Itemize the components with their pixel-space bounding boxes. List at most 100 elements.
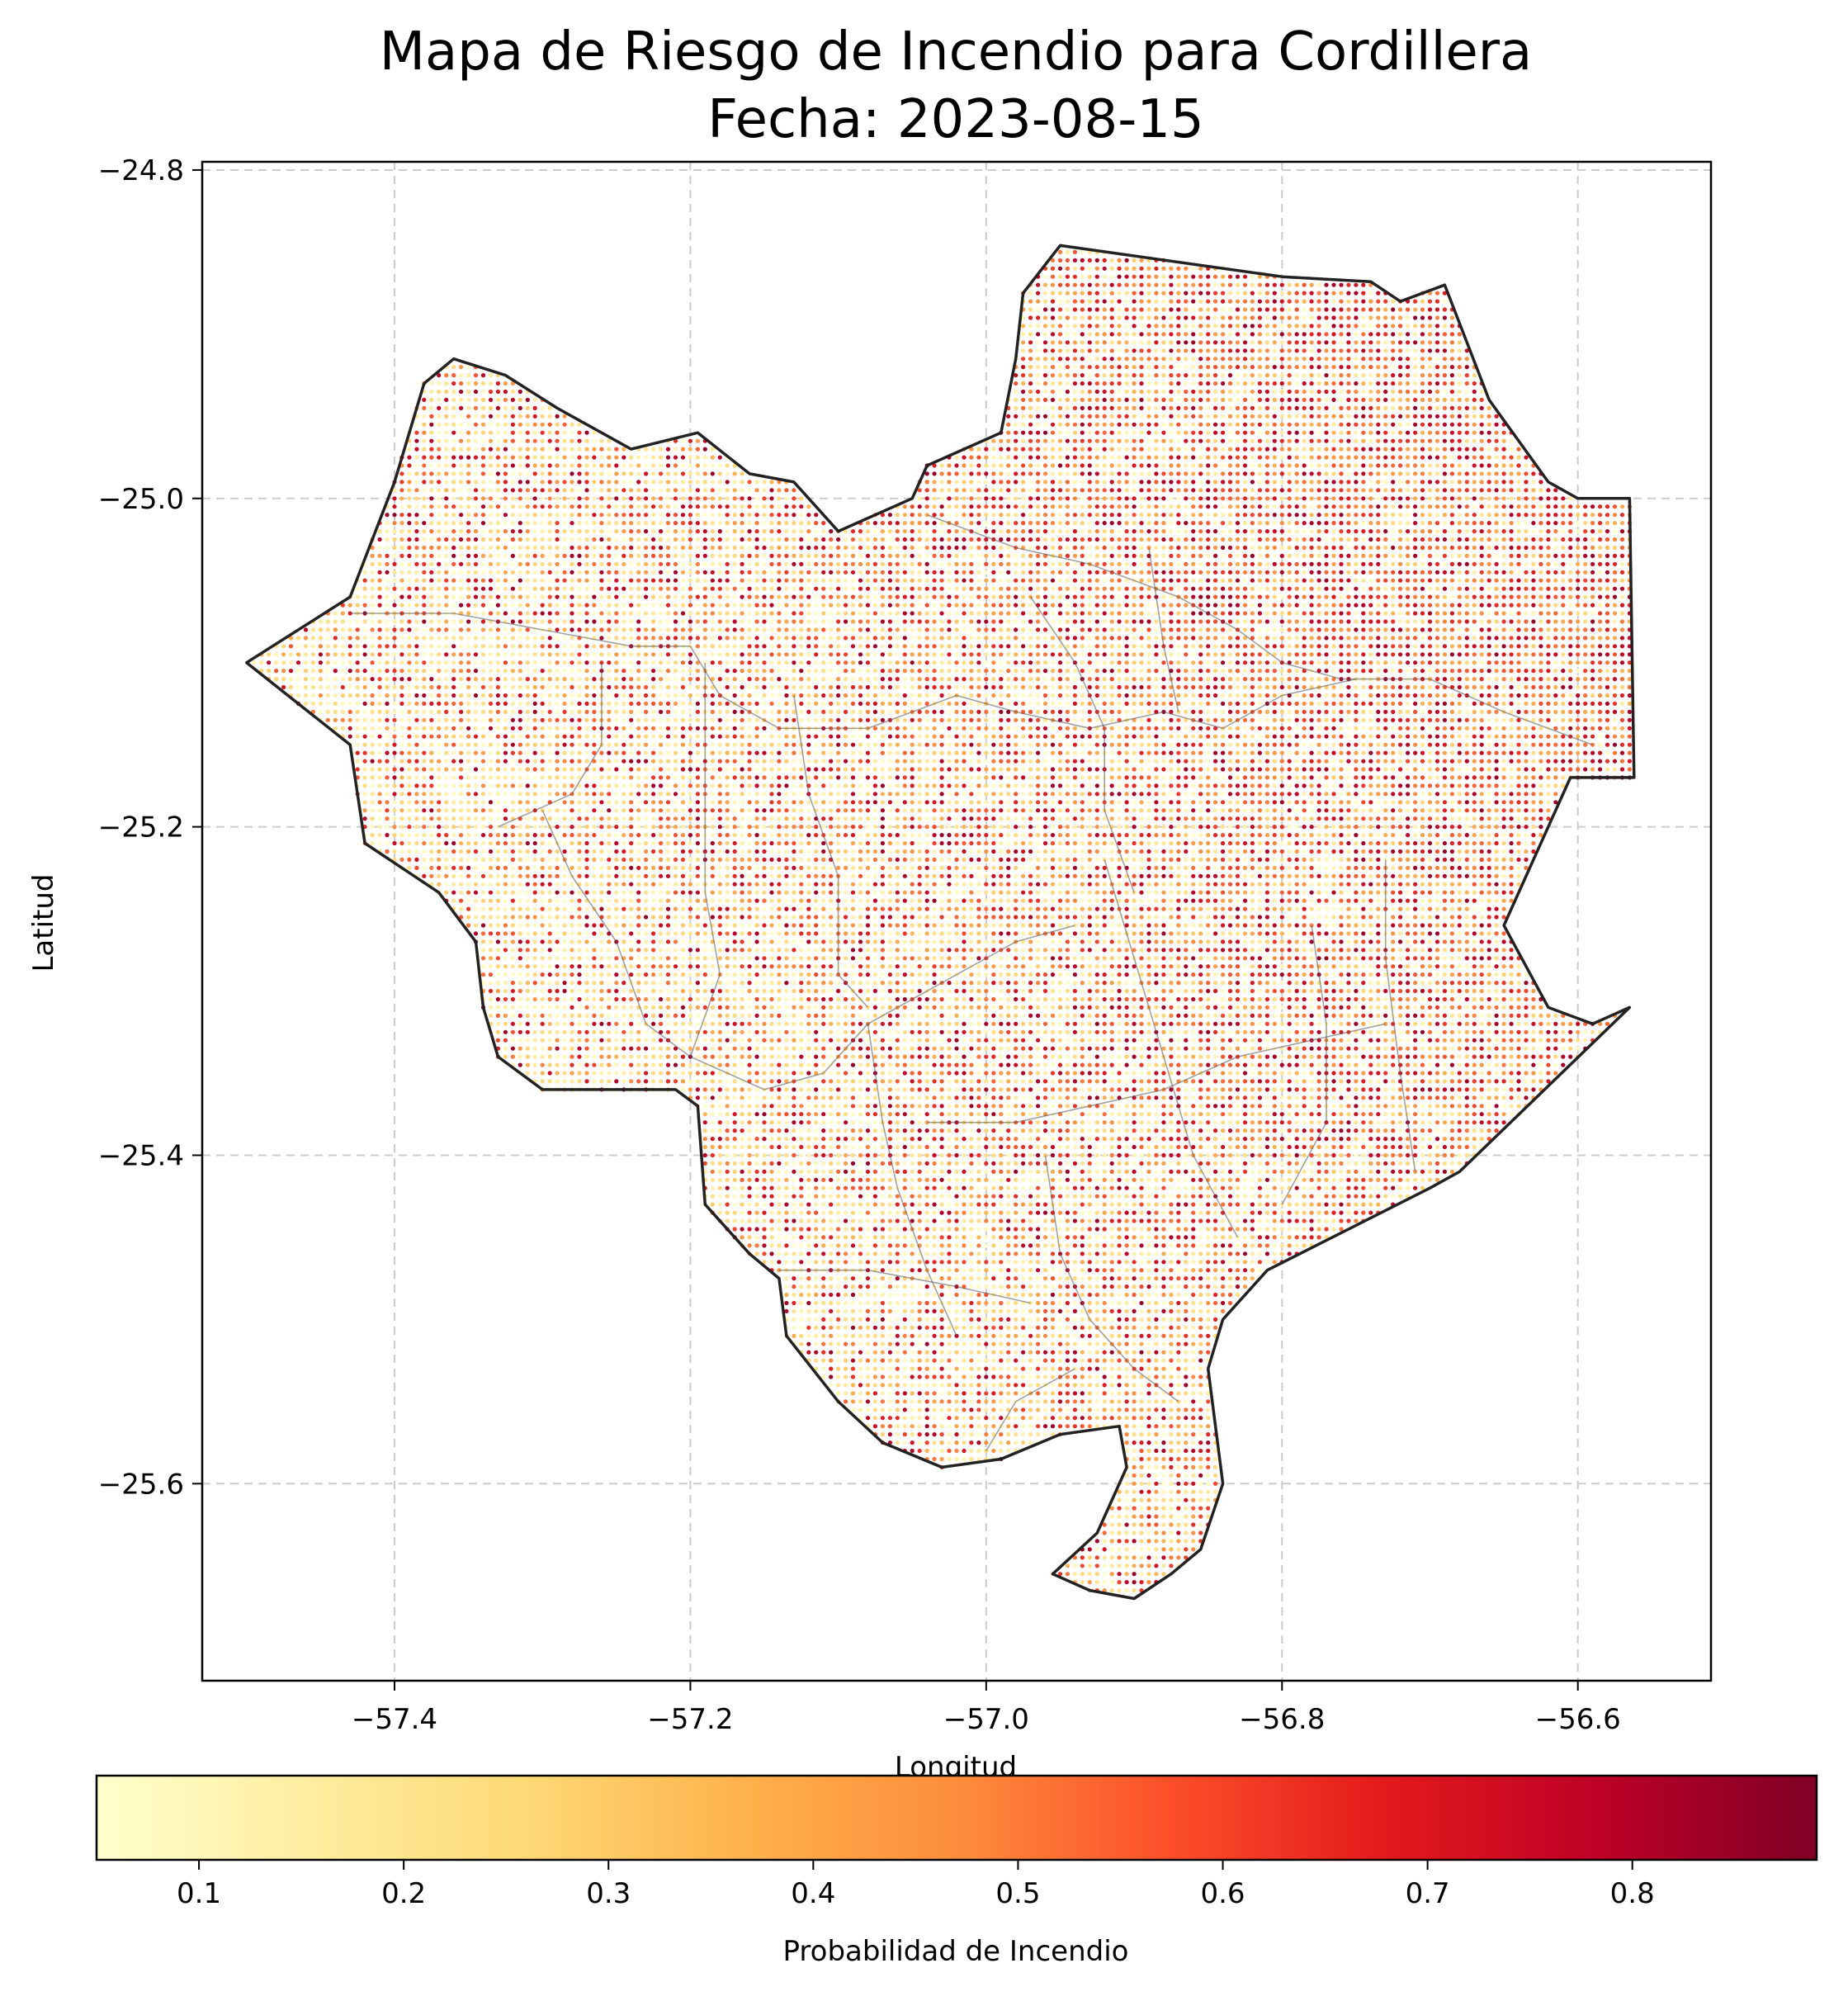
- risk-point: [1250, 348, 1255, 353]
- risk-point: [1316, 348, 1321, 353]
- risk-point: [599, 471, 604, 476]
- risk-point: [1309, 438, 1314, 443]
- risk-point: [629, 545, 634, 551]
- risk-point: [562, 422, 567, 427]
- risk-point: [836, 578, 841, 583]
- risk-point: [1109, 282, 1114, 287]
- risk-point: [607, 496, 612, 501]
- risk-point: [910, 619, 915, 624]
- risk-point: [1354, 463, 1359, 468]
- risk-point: [614, 578, 619, 583]
- risk-point: [1206, 340, 1211, 345]
- risk-point: [614, 521, 619, 526]
- risk-point: [1420, 430, 1425, 435]
- risk-point: [1072, 340, 1077, 345]
- risk-point: [562, 488, 567, 493]
- risk-point: [636, 586, 641, 591]
- risk-point: [540, 414, 545, 419]
- risk-point: [1124, 282, 1129, 287]
- risk-point: [1191, 414, 1196, 419]
- risk-point: [1354, 357, 1359, 362]
- risk-point: [939, 619, 944, 624]
- risk-point: [1146, 430, 1151, 435]
- risk-point: [1331, 348, 1336, 353]
- risk-point: [673, 488, 678, 493]
- risk-point: [1191, 373, 1196, 378]
- risk-point: [562, 521, 567, 526]
- risk-point: [488, 537, 494, 542]
- risk-point: [1494, 561, 1499, 567]
- risk-point: [1257, 324, 1262, 329]
- risk-point: [1494, 570, 1499, 575]
- risk-point: [1531, 594, 1536, 599]
- risk-point: [1383, 307, 1388, 312]
- risk-point: [1206, 332, 1211, 337]
- risk-point: [1294, 422, 1299, 427]
- risk-point: [880, 570, 885, 575]
- risk-point: [1191, 266, 1196, 271]
- risk-point: [1221, 488, 1226, 493]
- risk-point: [1376, 496, 1381, 501]
- risk-point: [599, 619, 604, 624]
- risk-point: [1494, 455, 1499, 460]
- risk-point: [850, 537, 856, 542]
- risk-point: [1420, 561, 1425, 567]
- risk-point: [1619, 570, 1625, 575]
- risk-point: [1014, 422, 1019, 427]
- risk-point: [1413, 414, 1418, 419]
- risk-point: [954, 586, 959, 591]
- risk-point: [629, 611, 634, 616]
- risk-point: [680, 504, 686, 509]
- risk-point: [1184, 389, 1189, 395]
- risk-point: [665, 537, 671, 542]
- risk-point: [762, 611, 767, 616]
- risk-point: [732, 570, 737, 575]
- risk-point: [1479, 603, 1484, 608]
- risk-point: [695, 496, 701, 501]
- risk-point: [562, 438, 567, 443]
- risk-point: [1434, 405, 1440, 410]
- risk-point: [547, 561, 552, 567]
- risk-point: [1449, 381, 1454, 386]
- risk-point: [1516, 545, 1521, 551]
- risk-point: [437, 553, 442, 559]
- risk-point: [1546, 513, 1551, 518]
- risk-point: [1213, 315, 1218, 320]
- risk-point: [1065, 291, 1070, 296]
- risk-point: [1406, 561, 1411, 567]
- risk-point: [1028, 537, 1033, 542]
- risk-point: [1546, 537, 1551, 542]
- risk-point: [1538, 570, 1543, 575]
- risk-point: [1042, 488, 1048, 493]
- risk-point: [1124, 348, 1129, 353]
- risk-point: [1279, 315, 1284, 320]
- risk-point: [1094, 315, 1099, 320]
- risk-point: [385, 619, 390, 624]
- risk-point: [1264, 307, 1269, 312]
- risk-point: [1324, 332, 1329, 337]
- risk-point: [688, 537, 693, 542]
- risk-point: [1132, 357, 1137, 362]
- risk-point: [976, 480, 981, 485]
- risk-point: [1036, 611, 1041, 616]
- risk-point: [480, 504, 486, 509]
- risk-point: [1406, 430, 1411, 435]
- risk-point: [1094, 430, 1099, 435]
- risk-point: [1257, 340, 1262, 345]
- risk-point: [1198, 496, 1203, 501]
- risk-point: [1006, 496, 1011, 501]
- risk-point: [1080, 529, 1085, 534]
- risk-point: [850, 553, 856, 559]
- risk-point: [1161, 422, 1166, 427]
- risk-point: [1042, 405, 1048, 410]
- risk-point: [1057, 488, 1063, 493]
- risk-point: [962, 496, 967, 501]
- risk-point: [1546, 529, 1551, 534]
- risk-point: [932, 619, 937, 624]
- risk-point: [1516, 561, 1521, 567]
- risk-point: [1213, 463, 1218, 468]
- risk-point: [1057, 513, 1063, 518]
- risk-point: [1486, 422, 1491, 427]
- risk-point: [1472, 455, 1477, 460]
- risk-point: [1250, 340, 1255, 345]
